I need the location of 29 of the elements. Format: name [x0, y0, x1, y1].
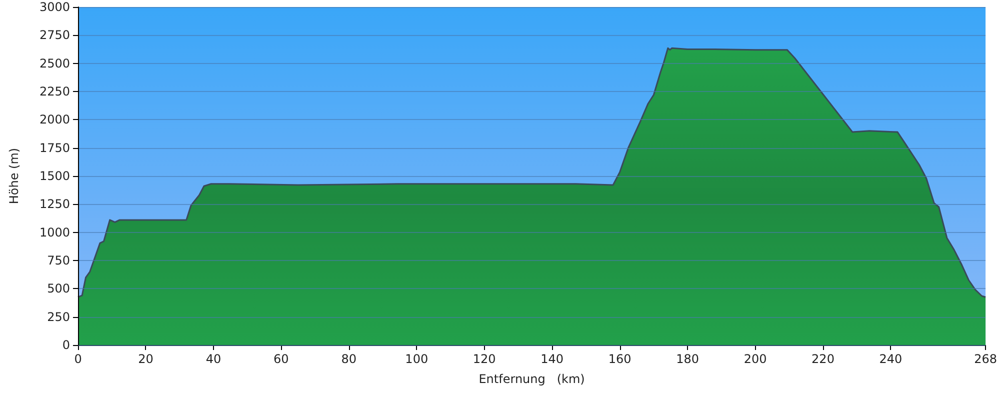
y-tick-label: 2250	[39, 84, 70, 98]
y-tick-label: 1000	[39, 225, 70, 240]
x-tick-label: 268	[974, 352, 997, 366]
x-tick-label: 100	[405, 352, 428, 366]
x-tick-label: 120	[472, 352, 496, 366]
x-tick-label: 160	[608, 352, 632, 366]
x-tick-label: 0	[74, 352, 82, 366]
y-tick-label: 500	[47, 282, 70, 296]
y-tick-label: 750	[47, 254, 70, 268]
y-tick-label: 2750	[39, 28, 70, 42]
y-tick-label: 3000	[39, 0, 70, 14]
x-axis-title: Entfernung (km)	[478, 372, 585, 386]
x-tick-label: 140	[540, 352, 564, 366]
x-tick-label: 200	[744, 352, 767, 366]
x-tick-label: 60	[274, 352, 289, 366]
y-axis-title: Höhe (m)	[7, 148, 21, 204]
x-tick-label: 240	[879, 352, 902, 366]
x-tick-label: 220	[812, 352, 834, 366]
x-tick-label: 80	[341, 352, 357, 366]
y-tick-label: 2500	[39, 56, 70, 70]
y-tick-label: 1750	[39, 140, 70, 155]
y-tick-label: 1500	[39, 169, 70, 183]
x-tick-label: 180	[676, 352, 699, 366]
y-tick-label: 2000	[39, 112, 70, 127]
y-tick-label: 250	[47, 310, 70, 324]
y-tick-label: 0	[62, 338, 70, 352]
y-tick-label: 1250	[39, 197, 70, 212]
x-tick-label: 20	[138, 352, 154, 366]
x-tick-label: 40	[206, 352, 222, 366]
